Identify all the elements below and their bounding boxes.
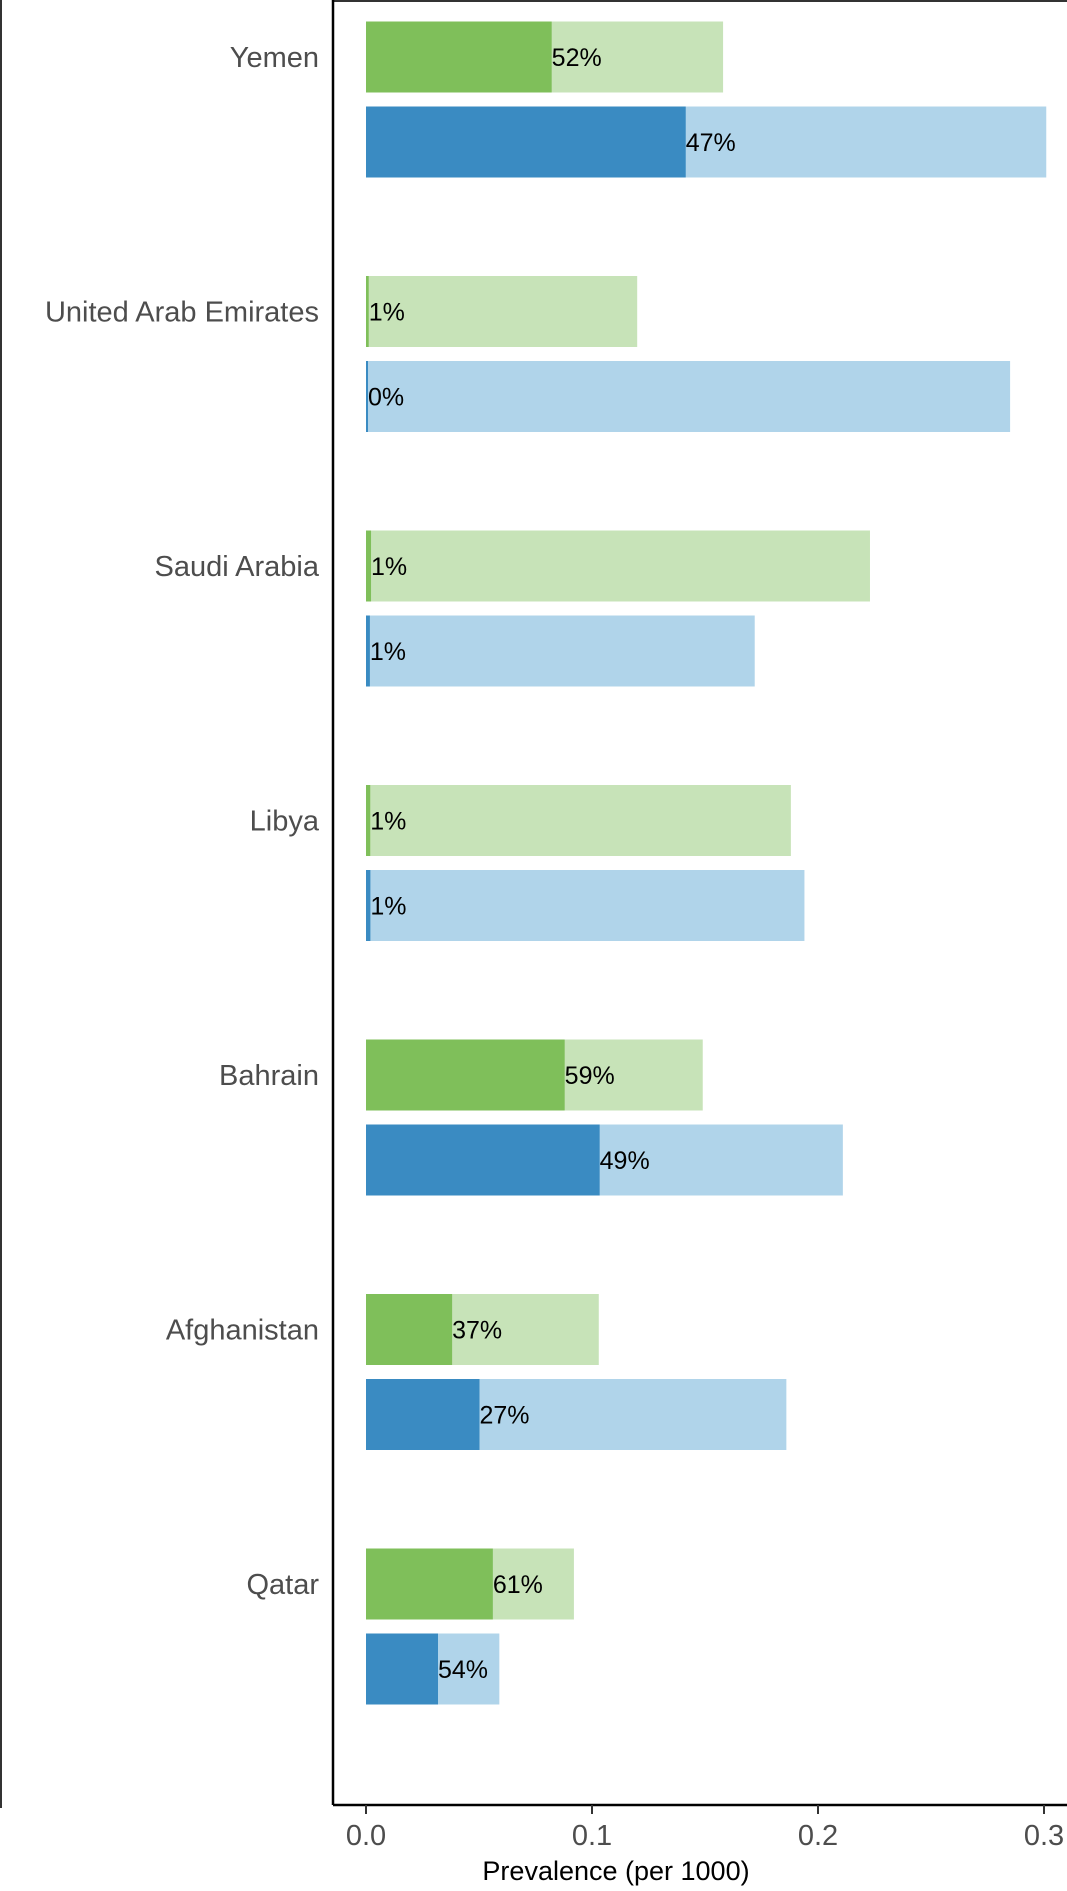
- data-label-bahrain-s1: 59%: [565, 1062, 615, 1090]
- data-label-bahrain-s2: 49%: [600, 1147, 650, 1175]
- bar-total-saudi-arabia-s1: [366, 530, 870, 602]
- x-axis: 0.0 0.1 0.2 0.3: [346, 1805, 1064, 1852]
- x-axis-title: Prevalence (per 1000): [482, 1856, 749, 1886]
- data-label-afghanistan-s2: 27%: [479, 1402, 529, 1430]
- data-label-yemen-s1: 52%: [552, 44, 602, 72]
- bar-share-qatar-s1: [366, 1548, 493, 1620]
- bar-total-united-arab-emirates-s1: [366, 276, 638, 347]
- category-label-united-arab-emirates: United Arab Emirates: [45, 297, 319, 329]
- bar-share-yemen-s1: [366, 21, 552, 93]
- data-label-libya-s1: 1%: [370, 808, 406, 836]
- bar-share-saudi-arabia-s2: [366, 615, 370, 687]
- data-label-qatar-s1: 61%: [493, 1571, 543, 1599]
- bar-share-bahrain-s1: [366, 1039, 565, 1111]
- bar-share-united-arab-emirates-s1: [366, 276, 369, 347]
- bar-share-saudi-arabia-s1: [366, 530, 372, 602]
- bar-share-afghanistan-s1: [366, 1294, 453, 1365]
- data-label-yemen-s2: 47%: [686, 129, 736, 157]
- category-label-afghanistan: Afghanistan: [166, 1315, 319, 1347]
- data-label-afghanistan-s1: 37%: [452, 1317, 502, 1345]
- bar-total-saudi-arabia-s2: [366, 615, 755, 687]
- bar-share-qatar-s2: [366, 1633, 439, 1705]
- category-label-qatar: Qatar: [246, 1569, 319, 1601]
- category-label-saudi-arabia: Saudi Arabia: [155, 551, 320, 583]
- data-label-united-arab-emirates-s2: 0%: [368, 384, 404, 412]
- bar-total-libya-s2: [366, 870, 805, 941]
- x-tick-label: 0.0: [346, 1820, 386, 1852]
- labels-layer: Yemen 52% 47% United Arab Emirates 1% 0% Saudi…: [45, 42, 736, 1684]
- bar-share-united-arab-emirates-s2: [366, 361, 368, 432]
- category-label-bahrain: Bahrain: [219, 1060, 319, 1092]
- x-tick-label: 0.2: [798, 1820, 838, 1852]
- data-label-saudi-arabia-s2: 1%: [370, 638, 406, 666]
- data-label-united-arab-emirates-s1: 1%: [369, 299, 405, 327]
- bar-share-afghanistan-s2: [366, 1379, 480, 1450]
- data-label-saudi-arabia-s1: 1%: [371, 553, 407, 581]
- bar-share-bahrain-s2: [366, 1124, 600, 1196]
- bar-share-libya-s2: [366, 870, 371, 941]
- bar-total-libya-s1: [366, 785, 791, 856]
- data-label-qatar-s2: 54%: [438, 1656, 488, 1684]
- bar-share-libya-s1: [366, 785, 371, 856]
- category-label-libya: Libya: [250, 806, 320, 838]
- bar-share-yemen-s2: [366, 106, 686, 178]
- x-tick-label: 0.1: [572, 1820, 612, 1852]
- bar-total-united-arab-emirates-s2: [366, 361, 1011, 432]
- category-label-yemen: Yemen: [230, 42, 319, 74]
- bars-layer: [366, 21, 1047, 1705]
- data-label-libya-s2: 1%: [370, 893, 406, 921]
- x-tick-label: 0.3: [1024, 1820, 1064, 1852]
